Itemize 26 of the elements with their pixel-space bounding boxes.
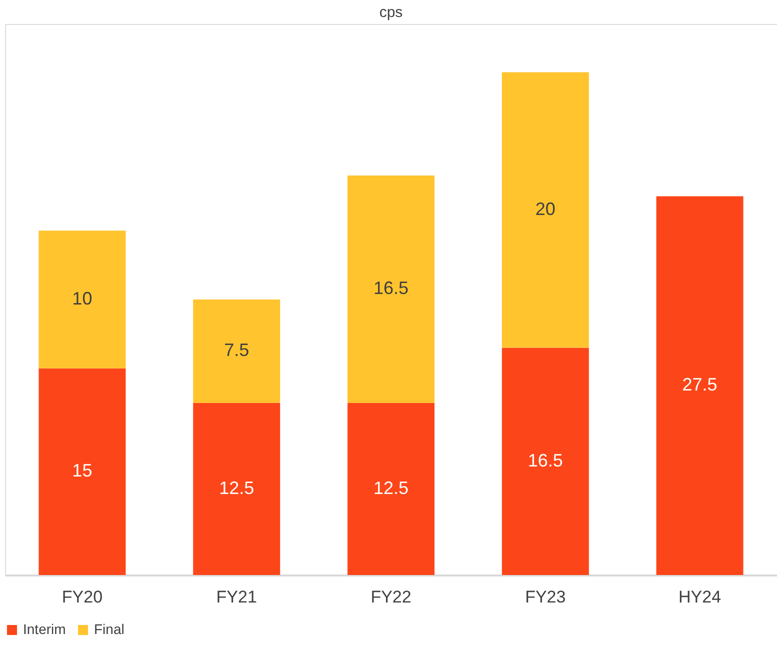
x-tick-label: FY20 xyxy=(62,588,103,606)
bar xyxy=(502,72,589,348)
x-tick-label: FY23 xyxy=(525,588,566,606)
x-tick-label: FY21 xyxy=(216,588,257,606)
data-label: 16.5 xyxy=(528,450,563,470)
data-label: 16.5 xyxy=(373,278,409,298)
data-label: 7.5 xyxy=(224,340,250,360)
bar xyxy=(656,196,744,575)
bar xyxy=(502,348,589,575)
bar xyxy=(193,402,280,575)
bar xyxy=(193,300,280,403)
bar xyxy=(348,176,434,403)
bar xyxy=(38,230,126,368)
x-tick-label: FY22 xyxy=(370,588,412,606)
data-label: 27.5 xyxy=(682,374,718,395)
x-tick-label: HY24 xyxy=(678,588,722,606)
bar xyxy=(348,402,434,575)
legend-label: Interim xyxy=(23,621,66,637)
data-label: 15 xyxy=(72,460,92,481)
data-label: 12.5 xyxy=(373,478,409,498)
legend-label: Final xyxy=(94,621,124,637)
chart-title: cps xyxy=(379,4,403,21)
data-label: 12.5 xyxy=(219,478,254,498)
bar xyxy=(38,368,126,575)
data-label: 20 xyxy=(535,198,556,219)
data-label: 10 xyxy=(72,288,92,308)
